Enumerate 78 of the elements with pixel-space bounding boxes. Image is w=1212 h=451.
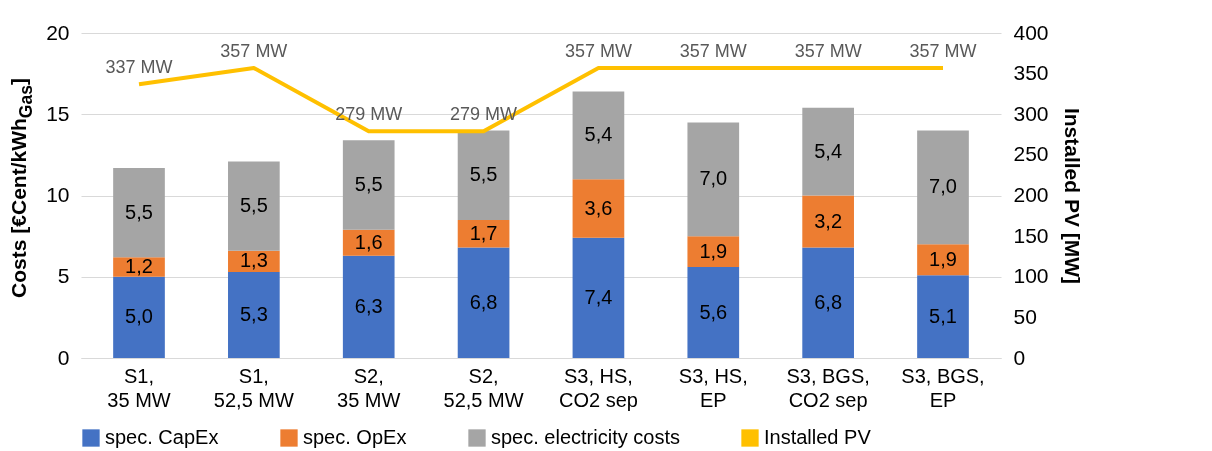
y2-tick-label: 100 (1013, 264, 1049, 288)
y2-tick-label: 0 (1013, 345, 1026, 369)
y-tick-label: 5 (57, 264, 70, 288)
y2-tick-label: 300 (1013, 101, 1049, 125)
bar (917, 275, 969, 358)
bar (342, 255, 395, 358)
bar (802, 195, 854, 248)
data-label: 6,8 (469, 290, 498, 313)
y2-tick-label: 50 (1013, 304, 1037, 328)
bar (113, 167, 165, 258)
bar (917, 244, 969, 276)
bar (572, 237, 625, 358)
data-label: 5,3 (239, 302, 268, 325)
x-tick-label: S1, 35 MW (107, 364, 171, 411)
bar (802, 107, 854, 196)
data-label: 7,4 (584, 285, 613, 308)
data-label: 1,9 (699, 239, 728, 262)
data-label: 5,6 (699, 300, 728, 323)
data-label: 6,3 (354, 294, 383, 317)
y2-tick-label: 400 (1013, 20, 1049, 44)
data-label: 5,4 (814, 139, 843, 162)
x-tick-label: S3, HS, EP (678, 364, 748, 411)
data-label: 3,6 (584, 196, 613, 219)
bar (457, 130, 510, 220)
x-tick-label: S3, BGS, EP (901, 364, 985, 411)
data-label: 357 MW (909, 40, 977, 61)
data-label: 1,2 (125, 255, 153, 277)
bar (228, 161, 280, 251)
data-label: 337 MW (105, 57, 173, 78)
data-label: 5,5 (125, 200, 153, 223)
y2-tick-label: 150 (1013, 223, 1049, 247)
y-tick-label: 0 (57, 345, 70, 369)
bar (572, 179, 625, 238)
x-tick-label: S3, BGS, CO2 sep (786, 364, 870, 411)
data-label: 357 MW (679, 40, 747, 61)
bar (457, 219, 510, 248)
bar (342, 140, 395, 230)
bar (687, 236, 740, 267)
data-label: 5,0 (125, 305, 153, 328)
data-label: 1,7 (469, 221, 498, 244)
data-label: 357 MW (794, 40, 862, 61)
y-tick-label: 20 (46, 20, 70, 44)
data-label: 357 MW (220, 40, 288, 61)
data-label: 5,5 (469, 163, 498, 186)
data-label: 5,1 (929, 304, 957, 327)
data-label: 1,6 (354, 230, 383, 253)
data-label: 5,5 (354, 172, 383, 195)
bar (113, 276, 165, 358)
y-tick-label: 15 (46, 101, 70, 125)
data-label: 1,3 (239, 249, 268, 272)
bar (228, 271, 280, 358)
data-label: 5,5 (239, 194, 268, 217)
data-label: 5,4 (584, 123, 613, 146)
x-tick-label: S2, 52,5 MW (443, 364, 524, 411)
data-label: 1,9 (929, 247, 957, 270)
y2-tick-label: 250 (1013, 142, 1049, 166)
data-label: 7,0 (699, 167, 728, 190)
data-label: 6,8 (814, 290, 843, 313)
x-tick-label: S2, 35 MW (337, 364, 401, 411)
bar (802, 247, 854, 358)
legend-label: Installed PV (764, 426, 872, 448)
bar (917, 130, 969, 245)
x-tick-label: S1, 52,5 MW (213, 364, 294, 411)
data-label: 357 MW (564, 40, 632, 61)
y2-tick-label: 350 (1013, 61, 1049, 85)
y-tick-label: 10 (46, 183, 70, 206)
legend-label: spec. OpEx (303, 426, 407, 448)
data-label: 7,0 (929, 175, 957, 198)
legend-label: spec. electricity costs (491, 426, 680, 448)
data-label: 3,2 (814, 209, 843, 232)
bar (457, 247, 510, 358)
bar (687, 267, 740, 358)
y2-axis-title: Installed PV [MW] (1060, 107, 1084, 285)
legend-label: spec. CapEx (105, 426, 219, 448)
bar (572, 91, 625, 180)
y2-tick-label: 200 (1013, 183, 1049, 206)
x-tick-label: S3, HS, CO2 sep (558, 364, 638, 411)
bar (687, 122, 740, 237)
